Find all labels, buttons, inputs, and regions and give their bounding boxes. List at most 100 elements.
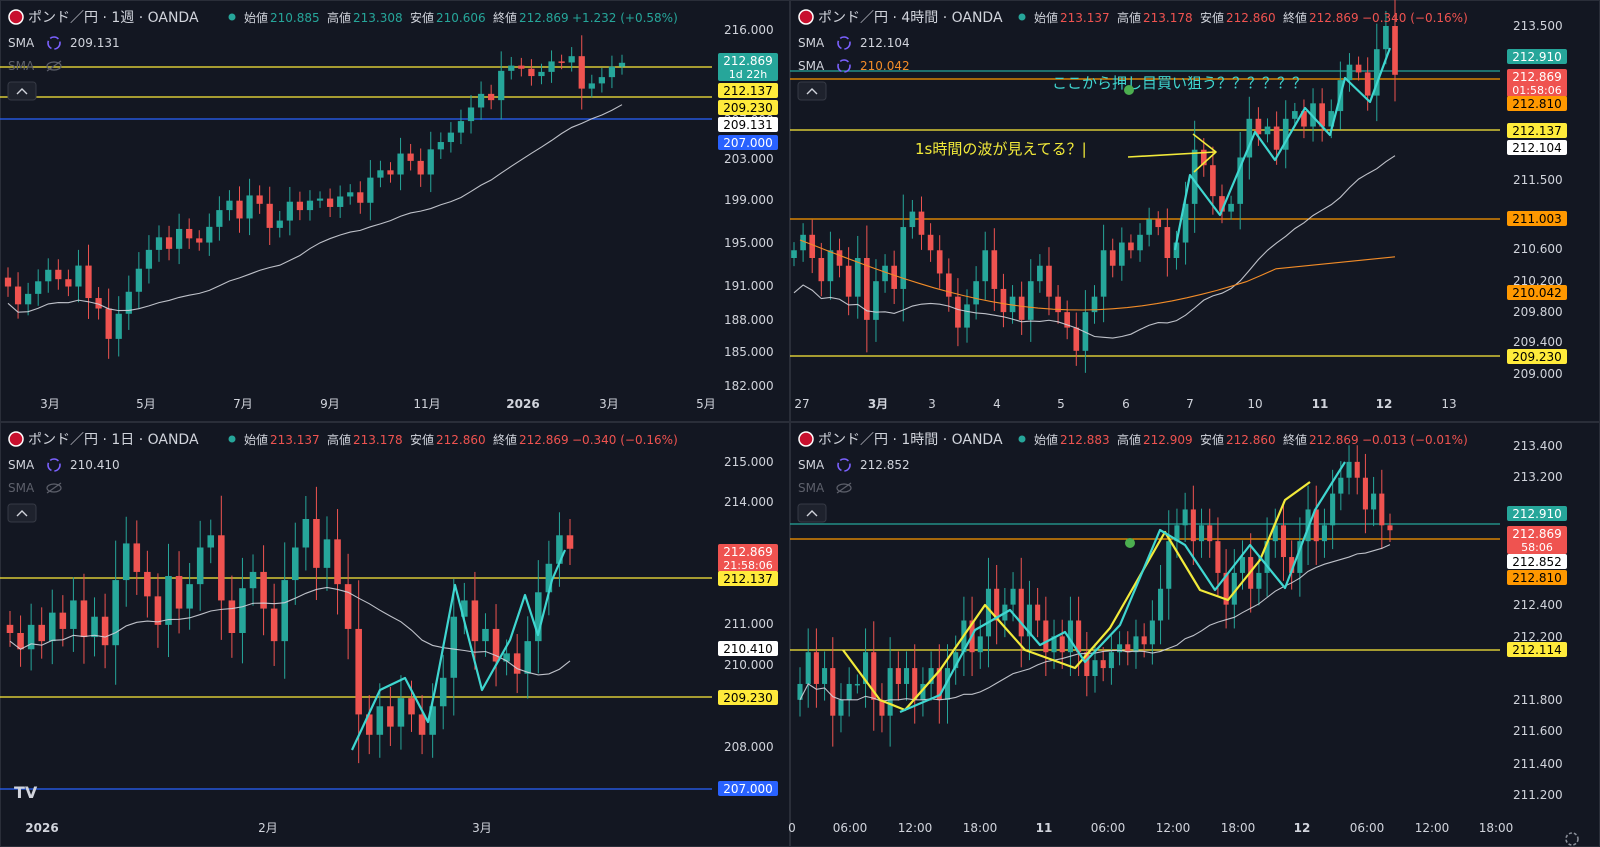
price-tag <box>1507 285 1567 300</box>
arrow-head-drawing[interactable] <box>1192 133 1217 173</box>
ohlc-change: −0.340 (−0.16%) <box>572 433 678 447</box>
candle-body <box>6 624 14 633</box>
settings-gear-icon[interactable] <box>1565 832 1579 846</box>
eye-hidden-icon[interactable] <box>836 483 852 493</box>
candle-body <box>27 624 35 650</box>
market-status-icon <box>228 13 236 21</box>
symbol-flag-icon <box>8 9 24 25</box>
indicator-name[interactable]: SMA <box>8 36 35 50</box>
candle-body <box>292 547 299 581</box>
candle-body <box>1246 118 1253 158</box>
symbol-title[interactable]: ポンド／円 · 1週 · OANDA <box>28 10 199 26</box>
collapse-legend-button[interactable] <box>7 81 37 101</box>
symbol-title[interactable]: ポンド／円 · 1日 · OANDA <box>28 432 199 448</box>
candle-body <box>337 196 344 207</box>
candle-body <box>91 616 98 638</box>
candle-body <box>1018 588 1024 637</box>
candle-body <box>1055 296 1061 313</box>
price-tag <box>1507 96 1567 111</box>
candle-body <box>955 296 961 328</box>
candle-body <box>1191 149 1198 204</box>
wave-drawing-line[interactable] <box>842 481 1311 712</box>
candle-body <box>471 600 479 642</box>
y-tick-label: 191.000 <box>724 279 774 293</box>
candle-body <box>357 192 364 203</box>
sma-line <box>7 104 623 313</box>
y-tick-label: 215.000 <box>724 455 774 469</box>
collapse-legend-button[interactable] <box>797 503 827 523</box>
candle-body <box>964 304 970 328</box>
indicator-name[interactable]: SMA <box>8 481 35 495</box>
candle-body <box>845 265 852 297</box>
candle-body <box>1182 203 1189 243</box>
symbol-title[interactable]: ポンド／円 · 4時間 · OANDA <box>818 10 1003 26</box>
eye-hidden-icon[interactable] <box>46 483 62 493</box>
candle-body <box>85 265 92 299</box>
candle-body <box>558 61 565 63</box>
candle-body <box>48 612 56 642</box>
price-tag <box>718 53 778 81</box>
indicator-name[interactable]: SMA <box>798 36 825 50</box>
candle-body <box>488 93 495 101</box>
market-status-icon <box>228 435 236 443</box>
candle-body <box>830 668 836 716</box>
wave-drawing-line[interactable] <box>899 461 1346 714</box>
y-tick-label: 213.400 <box>1513 439 1563 453</box>
indicator-name[interactable]: SMA <box>798 458 825 472</box>
x-tick-label: 18:00 <box>963 821 998 835</box>
ohlc-label: 終値 <box>1283 432 1307 447</box>
candle-body <box>95 298 102 309</box>
panel-background <box>0 0 791 423</box>
indicator-name[interactable]: SMA <box>8 458 35 472</box>
candle-body <box>827 250 834 282</box>
candle-body <box>408 698 415 715</box>
annotation-text[interactable]: 1s時間の波が見えてる？| <box>915 140 1087 158</box>
candle-body <box>1173 242 1180 258</box>
candle-body <box>1319 103 1325 127</box>
candle-body <box>377 170 384 178</box>
x-tick-label: 5月 <box>136 397 156 411</box>
candle-body <box>846 683 852 700</box>
x-tick-label: 6 <box>1122 397 1130 411</box>
alert-marker-icon[interactable] <box>1124 85 1134 95</box>
wave-drawing-line[interactable] <box>1173 47 1392 251</box>
candle-body <box>518 65 525 69</box>
candle-body <box>1067 620 1073 653</box>
candle-body <box>228 600 236 633</box>
arrow-drawing-line[interactable] <box>1127 151 1216 158</box>
candle-body <box>1091 296 1098 313</box>
candle-body <box>1174 525 1180 542</box>
candle-body <box>1280 525 1287 558</box>
ohlc-value: 212.860 <box>436 433 486 447</box>
annotation-text[interactable]: ここから押し目買い狙う？？？？？？ <box>1052 74 1307 92</box>
collapse-legend-button[interactable] <box>797 81 827 101</box>
x-tick-label: 13 <box>1441 397 1456 411</box>
candle-body <box>1273 126 1280 150</box>
y-tick-label: 209.400 <box>1513 335 1563 349</box>
ohlc-label: 終値 <box>493 432 517 447</box>
candle-body <box>498 70 505 101</box>
candle-body <box>1264 126 1271 135</box>
price-tag-label: 212.137 <box>723 572 773 586</box>
price-tag-label: 212.869 <box>1512 527 1562 541</box>
alert-marker-icon[interactable] <box>1125 538 1135 548</box>
candle-body <box>1387 525 1393 531</box>
y-tick-label: 213.500 <box>1513 19 1563 33</box>
ohlc-value: 212.869 <box>1309 433 1359 447</box>
candle-body <box>813 652 819 684</box>
collapse-legend-button[interactable] <box>7 503 37 523</box>
symbol-title[interactable]: ポンド／円 · 1時間 · OANDA <box>818 432 1003 448</box>
price-tag <box>1507 506 1567 521</box>
wave-drawing-line[interactable] <box>351 549 567 751</box>
candle-body <box>125 291 132 314</box>
indicator-name[interactable]: SMA <box>798 481 825 495</box>
price-tag-label: 209.230 <box>1512 350 1562 364</box>
eye-hidden-icon[interactable] <box>46 61 62 71</box>
candle-body <box>1328 111 1335 127</box>
indicator-name[interactable]: SMA <box>798 59 825 73</box>
candle-body <box>326 198 334 207</box>
eye-hidden-slash <box>836 482 852 494</box>
candle-body <box>618 62 626 67</box>
indicator-name[interactable]: SMA <box>8 59 35 73</box>
candle-body <box>508 65 515 71</box>
